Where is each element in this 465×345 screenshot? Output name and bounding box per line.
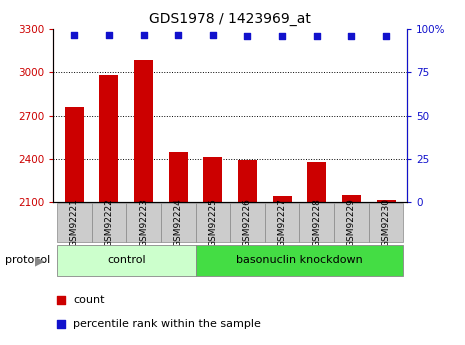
FancyBboxPatch shape: [92, 203, 126, 243]
Bar: [342, 195, 361, 202]
Point: [279, 33, 286, 39]
Bar: [203, 157, 222, 202]
Text: control: control: [107, 256, 146, 265]
Bar: [307, 161, 326, 202]
Text: protocol: protocol: [5, 256, 50, 265]
FancyBboxPatch shape: [334, 203, 369, 243]
FancyBboxPatch shape: [161, 203, 195, 243]
Text: basonuclin knockdown: basonuclin knockdown: [236, 256, 363, 265]
Text: GSM92227: GSM92227: [278, 198, 286, 247]
Bar: [100, 75, 119, 202]
FancyBboxPatch shape: [369, 203, 404, 243]
Point: [71, 32, 78, 37]
Point: [57, 321, 64, 327]
Bar: [134, 59, 153, 202]
FancyBboxPatch shape: [57, 245, 195, 276]
Text: GSM92224: GSM92224: [174, 198, 183, 247]
Bar: [169, 151, 188, 202]
Text: percentile rank within the sample: percentile rank within the sample: [73, 319, 261, 329]
Text: GSM92223: GSM92223: [139, 198, 148, 247]
Bar: [377, 200, 396, 202]
Point: [209, 32, 217, 37]
Point: [348, 33, 355, 39]
Text: GSM92225: GSM92225: [208, 198, 217, 247]
FancyBboxPatch shape: [195, 203, 230, 243]
Point: [313, 33, 320, 39]
Text: count: count: [73, 295, 105, 305]
FancyBboxPatch shape: [265, 203, 299, 243]
Text: GSM92228: GSM92228: [312, 198, 321, 247]
Title: GDS1978 / 1423969_at: GDS1978 / 1423969_at: [149, 11, 311, 26]
Bar: [272, 196, 292, 202]
Point: [140, 32, 147, 37]
Text: ▶: ▶: [35, 254, 44, 267]
FancyBboxPatch shape: [57, 203, 92, 243]
Point: [382, 33, 390, 39]
Bar: [238, 160, 257, 202]
Text: GSM92222: GSM92222: [105, 198, 113, 247]
Point: [244, 33, 251, 39]
Text: GSM92230: GSM92230: [382, 198, 391, 247]
Text: GSM92221: GSM92221: [70, 198, 79, 247]
FancyBboxPatch shape: [299, 203, 334, 243]
FancyBboxPatch shape: [230, 203, 265, 243]
Text: GSM92226: GSM92226: [243, 198, 252, 247]
Text: GSM92229: GSM92229: [347, 198, 356, 247]
Bar: [65, 107, 84, 202]
FancyBboxPatch shape: [195, 245, 404, 276]
Point: [105, 32, 113, 37]
Point: [174, 32, 182, 37]
FancyBboxPatch shape: [126, 203, 161, 243]
Point: [57, 297, 64, 303]
